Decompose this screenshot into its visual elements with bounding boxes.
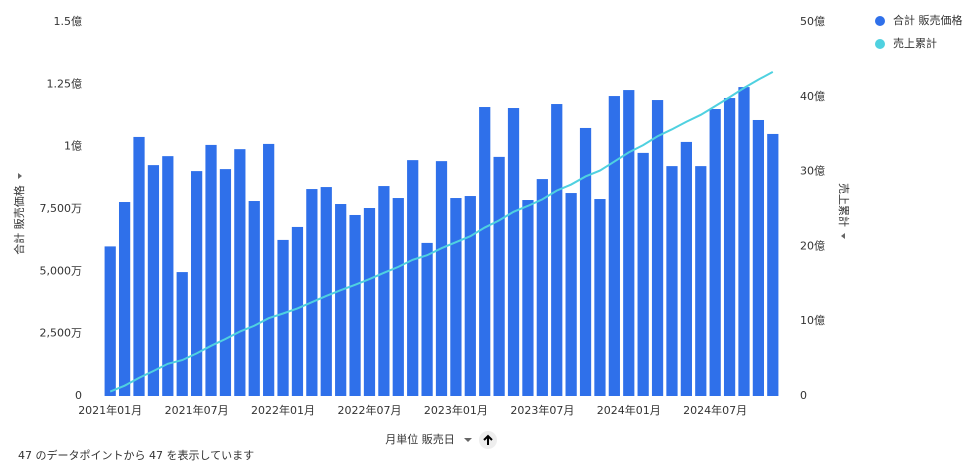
y2-tick-label: 10億 <box>800 314 825 327</box>
bar <box>118 202 131 396</box>
sort-icon <box>483 434 493 445</box>
bar <box>651 100 664 397</box>
bar <box>738 87 750 397</box>
bar <box>637 152 649 396</box>
y2-tick-label: 0 <box>800 389 807 402</box>
bar <box>306 189 318 396</box>
bar <box>277 239 289 396</box>
y2-tick-label: 40億 <box>800 90 825 103</box>
bar <box>565 193 577 396</box>
bar <box>205 144 217 396</box>
x-tick-label: 2021年01月 <box>78 403 142 417</box>
bar <box>320 187 332 396</box>
x-axis-menu[interactable] <box>464 438 472 442</box>
y2-tick-label: 30億 <box>800 165 825 178</box>
bar <box>435 161 448 396</box>
bar <box>579 127 592 396</box>
x-tick-label: 2022年07月 <box>337 403 401 417</box>
bar <box>191 171 203 396</box>
bar <box>493 156 505 396</box>
bar <box>263 143 275 396</box>
bar <box>234 149 246 396</box>
legend-marker <box>875 16 885 26</box>
bar <box>407 160 419 396</box>
bar <box>363 208 376 396</box>
bar <box>335 204 347 396</box>
footer: 47 のデータポイントから 47 を表示しています <box>18 448 254 462</box>
bar <box>709 109 721 396</box>
bar <box>291 226 304 396</box>
bar <box>623 90 635 397</box>
bar <box>767 133 779 396</box>
legend-marker <box>875 39 885 49</box>
bar <box>421 242 433 396</box>
bar <box>507 108 520 397</box>
bar <box>551 104 563 396</box>
bar <box>133 136 145 396</box>
y2-axis-menu[interactable] <box>841 233 845 239</box>
y-tick-label: 7,500万 <box>40 202 83 215</box>
y-tick-label: 2,500万 <box>40 327 83 340</box>
legend-label: 合計 販売価格 <box>893 13 963 27</box>
bar <box>162 156 174 396</box>
bar <box>450 198 462 396</box>
x-tick-label: 2023年07月 <box>510 403 574 417</box>
y-axis-label: 合計 販売価格 <box>12 185 26 255</box>
bar <box>479 107 491 396</box>
bar <box>536 179 548 396</box>
bar <box>248 201 260 396</box>
x-tick-label: 2024年07月 <box>683 403 747 417</box>
line <box>109 70 774 393</box>
bar <box>522 200 534 396</box>
bar <box>695 166 707 396</box>
y-tick-label: 5,000万 <box>40 264 83 277</box>
bar <box>104 246 116 396</box>
bar <box>723 98 736 397</box>
bar <box>392 198 404 396</box>
bar <box>608 96 620 396</box>
bar <box>464 196 476 396</box>
bar <box>752 119 765 396</box>
y-tick-label: 0 <box>75 389 82 402</box>
y2-axis-label: 売上累計 <box>837 183 851 227</box>
x-tick-label: 2023年01月 <box>424 403 488 417</box>
y2-tick-label: 50億 <box>800 15 825 28</box>
y2-tick-label: 20億 <box>800 239 825 252</box>
bar <box>680 141 692 396</box>
x-tick-label: 2021年07月 <box>165 403 229 417</box>
x-tick-label: 2024年01月 <box>597 403 661 417</box>
bar <box>176 272 188 396</box>
x-axis-label: 月単位 販売日 <box>385 432 455 446</box>
x-tick-label: 2022年01月 <box>251 403 315 417</box>
bar <box>219 169 232 396</box>
y-tick-label: 1.25億 <box>47 77 83 90</box>
bar <box>594 199 606 396</box>
bar <box>666 166 678 396</box>
y-tick-label: 1.5億 <box>54 15 83 28</box>
bar <box>349 214 361 396</box>
y-tick-label: 1億 <box>64 140 82 153</box>
y-axis-menu[interactable] <box>18 173 22 179</box>
bar <box>147 165 160 396</box>
bar <box>378 186 390 396</box>
legend-label: 売上累計 <box>893 36 937 50</box>
